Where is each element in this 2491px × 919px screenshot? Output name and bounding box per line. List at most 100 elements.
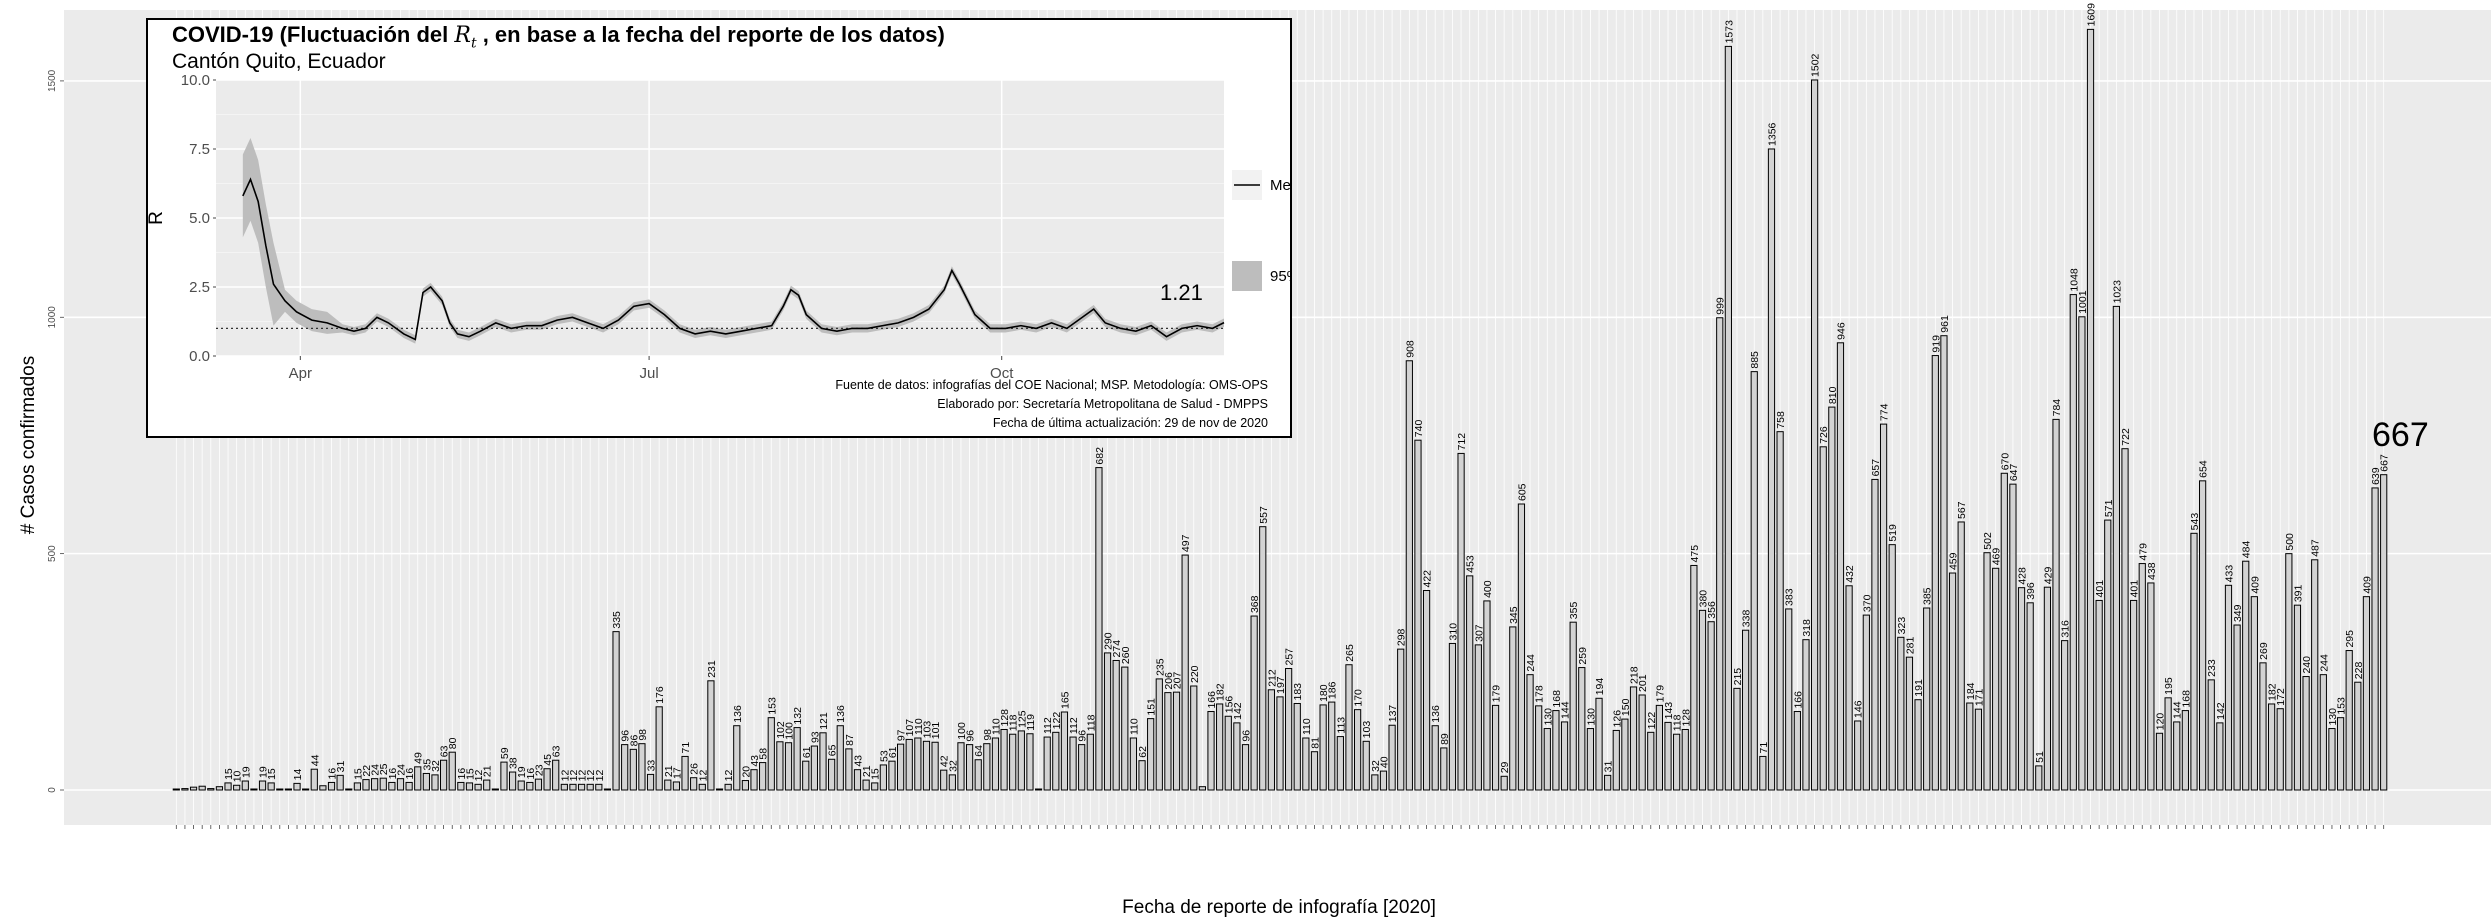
bar [1776,431,1784,791]
bar [871,782,879,791]
bar-value-label: 682 [1094,447,1106,465]
bar-value-label: 396 [2025,582,2037,600]
bar-value-label: 265 [1344,644,1356,662]
bar [991,737,1000,791]
bar [2328,728,2336,791]
bar-value-label: 810 [1827,386,1839,404]
bar-value-label: 316 [2060,620,2072,638]
bar [1940,335,1948,791]
bar-value-label: 1573 [1723,20,1735,44]
bar [1931,355,1939,791]
bar [526,781,534,791]
bar-value-label: 26 [689,763,701,775]
bar-value-label: 125 [1016,710,1028,728]
bar [1353,709,1362,791]
bar-value-label: 15 [464,768,476,780]
main-x-ticks [175,825,2385,829]
bar-value-label: 172 [2275,688,2287,706]
bar [405,781,413,791]
bar-value-label: 142 [1232,702,1244,720]
bar-value-label: 24 [395,764,407,776]
bar-value-label: 543 [2189,513,2201,531]
bar-value-label: 186 [1327,681,1339,699]
bar [2207,679,2215,791]
bar [2302,676,2310,791]
bar-value-label: 475 [1689,545,1701,563]
bar-value-label: 118 [1085,714,1097,731]
rt-inset: COVID-19 (Fluctuación del Rt , en base a… [146,18,1292,438]
bar [715,788,724,791]
bar [534,778,543,791]
bar [1181,554,1189,791]
bar [1509,626,1517,791]
bar-value-label: 176 [654,686,666,704]
bar [2259,662,2267,791]
bar-value-label: 32 [430,760,442,772]
bar [2043,586,2052,791]
bar-value-label: 946 [1835,322,1847,340]
bar [1681,728,1689,791]
bar [948,774,956,791]
bar [1440,747,1448,791]
bar-value-label: 126 [1611,710,1623,728]
bar [2121,448,2129,791]
bar-value-label: 59 [499,747,511,759]
bar [1948,572,1957,791]
bar-value-label: 497 [1180,534,1192,552]
bar-value-label: 16 [404,768,416,780]
bar [2199,480,2207,791]
bar [1466,575,1474,791]
bar [552,759,560,791]
bar [1845,585,1853,791]
bar [1578,667,1586,791]
bar-value-label: 103 [1361,721,1373,739]
bar-value-label: 191 [1913,679,1925,697]
bar [1431,725,1439,791]
bar [1155,678,1163,791]
bar [2000,472,2008,791]
bar [465,782,474,791]
bar [1560,721,1569,791]
bar-value-label: 61 [801,746,813,758]
bar-value-label: 722 [2120,428,2132,446]
bar [1474,644,1482,791]
bar [1879,423,1888,791]
bar-value-label: 194 [1594,678,1606,696]
bar [1517,503,1526,791]
bar-value-label: 96 [1241,730,1253,742]
bar-value-label: 647 [2008,463,2020,481]
bar [1207,711,1215,791]
bar-value-label: 183 [1292,683,1304,701]
bar-value-label: 113 [1335,717,1347,734]
bar [1690,564,1698,791]
bar [810,745,818,791]
bar [1595,697,1603,791]
inset-x-tick-label: Oct [990,365,1014,382]
bar [215,786,224,791]
bar-value-label: 639 [2370,467,2382,485]
bar-value-label: 103 [921,721,933,739]
bar-value-label: 19 [258,766,270,778]
bar-value-label: 487 [2310,539,2322,557]
bar [1121,666,1129,791]
bar [2035,765,2043,791]
bar [2371,487,2379,791]
bar [2173,721,2181,791]
bar [733,725,741,791]
bar [2026,602,2034,791]
bar-value-label: 53 [878,750,890,762]
bar [224,782,232,791]
inset-x-tick-label: Apr [289,365,312,382]
bar [448,751,456,791]
bar-value-label: 168 [1551,690,1563,708]
bar-value-label: 107 [904,719,916,737]
bar [2164,697,2172,791]
bar-value-label: 61 [887,746,899,758]
bar [2233,624,2241,791]
bar [1259,526,1267,791]
legend-label-ci: 95%CrI [1270,268,1290,285]
bar [1138,760,1146,791]
bar-value-label: 180 [1318,684,1330,702]
bar [181,788,189,791]
bar-value-label: 122 [1646,712,1658,730]
